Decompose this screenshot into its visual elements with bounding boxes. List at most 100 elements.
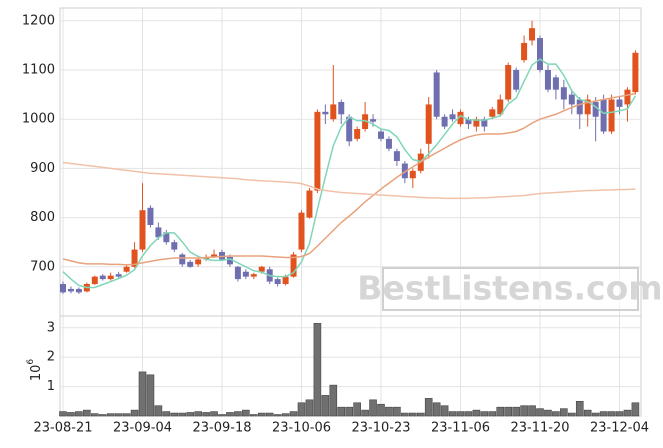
volume-bar [98,414,107,417]
candle-body [624,89,631,105]
candle-body [282,276,289,285]
volume-bar [234,411,242,417]
candle-body [322,111,329,115]
volume-bar [250,414,258,417]
candle-body [632,52,639,93]
volume-bar [401,412,409,417]
volume-bar [377,403,385,417]
volume-bar [615,411,624,417]
candle-body [425,104,432,144]
candle-body [568,94,575,105]
volume-bar [385,406,393,417]
volume-bar [631,402,640,417]
volume-bar [416,412,425,417]
volume-bar [242,409,250,417]
volume-bar [218,414,226,417]
candle-body [529,28,536,41]
candle-body [211,254,218,257]
x-tick-label: 23-12-04 [590,421,649,436]
volume-bar [432,402,441,417]
candle-body [537,38,543,70]
candle-body [107,275,114,280]
volume-bar [226,412,234,417]
volume-bar [361,409,369,417]
volume-bar [488,411,497,417]
candle-body [226,256,233,265]
candle-body [330,104,337,120]
volume-bar [440,405,449,417]
volume-bar [520,405,528,417]
candle-body [179,254,186,265]
volume-bar [297,402,306,417]
y-tick-label: 3 [47,320,55,335]
candle-body [608,99,615,132]
candle-body [362,114,369,130]
volume-bar [464,411,473,417]
x-tick-label: 23-09-18 [192,421,251,436]
volume-bar [567,412,576,417]
x-tick-label: 23-09-04 [113,421,172,436]
candle-body [338,101,345,115]
volume-bar [114,413,123,417]
candle-body [354,129,361,139]
volume-bar [122,413,131,417]
volume-bar [480,411,489,417]
candle-body [187,261,194,267]
candle-body [131,249,138,267]
volume-bar [265,412,274,417]
volume-bar [178,412,187,417]
candle-body [592,101,599,117]
volume-bar [345,406,354,417]
candle-body [163,232,170,243]
y-tick-label: 800 [30,210,55,225]
candle-body [60,284,66,293]
moving-average-line [62,92,636,266]
volume-bar [313,323,322,417]
label-exponent: 6 [26,359,36,365]
volume-axis-label: 106 [26,359,44,382]
volume-bar [369,399,377,417]
volume-bar [424,398,433,417]
volume-bar [591,412,600,417]
y-tick-label: 1 [47,379,55,394]
volume-bar [170,412,179,417]
volume-bar [91,413,99,417]
candle-body [314,111,321,191]
volume-bar [456,411,465,417]
volume-bar [83,409,91,417]
volume-bar [472,409,481,417]
candle-body [544,69,551,90]
x-tick-label: 23-11-20 [510,421,569,436]
candle-body [91,276,98,285]
volume-bar [106,413,115,417]
volume-bar [623,409,632,417]
x-tick-label: 23-08-21 [33,421,92,436]
candle-body [385,138,392,149]
volume-bar [162,411,171,417]
candle-body [409,170,416,179]
candle-body [147,207,154,225]
candle-body [378,131,384,139]
volume-bar [575,400,584,417]
candle-body [123,266,130,272]
candle-body [401,163,408,179]
y-tick-label: 1100 [22,62,55,77]
volume-bar [504,406,513,417]
candle-body [521,42,528,61]
volume-bar [138,371,147,417]
candle-body [457,111,464,125]
volume-bar [257,412,266,417]
moving-average-line [62,161,636,200]
watermark: BestListens.com [357,269,662,308]
volume-bar [202,412,210,417]
candle-body [155,227,162,238]
x-tick-label: 23-11-06 [431,421,490,436]
volume-bar [194,411,202,417]
y-tick-label: 900 [30,161,55,176]
candle-body [195,259,202,265]
candle-body [505,65,512,100]
volume-bar [544,409,552,417]
candle-body [584,99,591,115]
volume-bar [67,412,75,417]
